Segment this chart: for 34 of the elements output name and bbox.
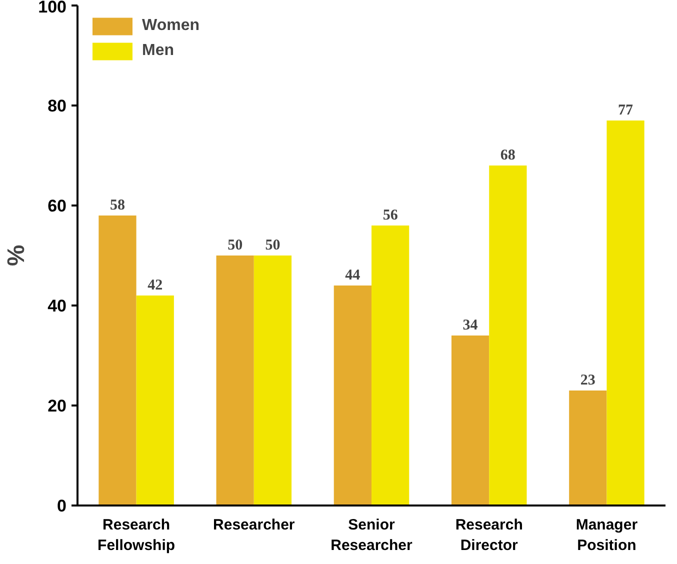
x-tick-label: Researcher	[213, 516, 295, 534]
data-label: 56	[382, 208, 398, 224]
bar	[489, 166, 527, 506]
x-tick-label: Research Director	[455, 516, 523, 554]
x-tick-label: Research Fellowship	[98, 516, 176, 554]
y-tick-label: 0	[57, 496, 67, 516]
x-tick-label: Manager Position	[576, 516, 638, 554]
data-label: 34	[462, 318, 478, 334]
x-tick-label: Senior Researcher	[330, 516, 413, 554]
legend-label: Women	[142, 17, 200, 35]
bar	[254, 256, 292, 506]
legend-label: Men	[142, 42, 174, 60]
bar	[136, 296, 174, 506]
data-label: 77	[618, 102, 634, 118]
y-tick-label: 20	[48, 396, 67, 416]
bar	[334, 286, 372, 506]
bar	[569, 390, 607, 506]
data-label: 68	[500, 148, 516, 164]
bar	[98, 216, 136, 506]
y-tick-label: 60	[48, 196, 67, 216]
y-tick-label: 80	[48, 96, 67, 116]
y-axis-title: %	[3, 244, 30, 266]
y-tick-label: 40	[48, 296, 67, 316]
bar	[216, 256, 254, 506]
data-label: 23	[580, 372, 596, 388]
data-label: 42	[148, 278, 163, 294]
data-label: 50	[228, 238, 243, 254]
data-label: 58	[110, 198, 125, 214]
bar	[606, 120, 644, 506]
bar	[372, 226, 410, 506]
data-label: 44	[345, 268, 361, 284]
y-tick-label: 100	[38, 0, 67, 16]
bar	[451, 336, 490, 506]
data-label: 50	[265, 238, 280, 254]
